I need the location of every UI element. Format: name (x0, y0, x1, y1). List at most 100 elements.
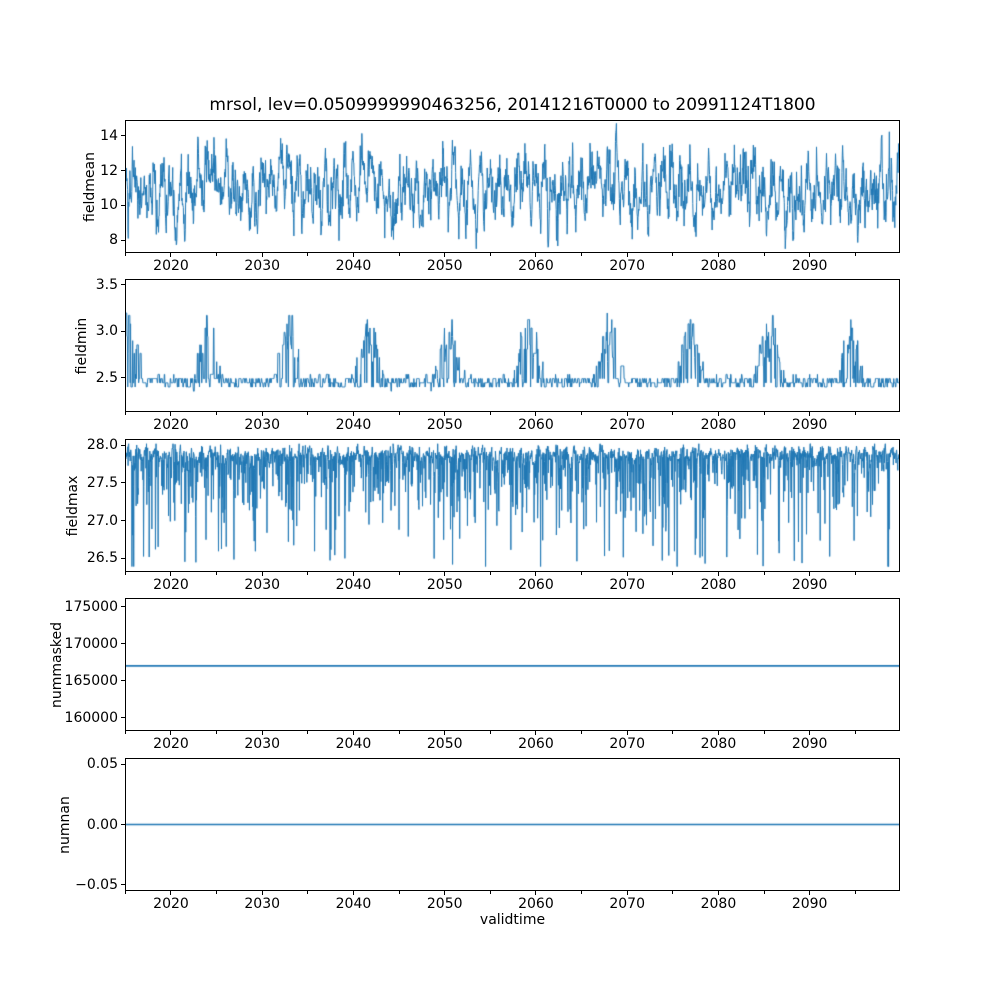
x-tick (626, 412, 628, 416)
y-tick-label: 165000 (64, 672, 118, 689)
x-minor-tick (398, 731, 400, 734)
x-tick-label: 2030 (244, 417, 281, 433)
x-tick-label: 2080 (700, 736, 737, 752)
x-tick-label: 2080 (700, 896, 737, 912)
y-tick (121, 170, 125, 172)
y-tick-label: 8 (109, 232, 118, 249)
plot-area-numnan (126, 759, 899, 890)
x-tick-label: 2020 (153, 896, 189, 912)
x-tick (717, 253, 719, 257)
y-tick (121, 717, 125, 719)
x-tick-label: 2020 (153, 258, 189, 274)
y-tick (121, 330, 125, 332)
y-tick-label: 3.5 (95, 276, 118, 293)
x-tick-label: 2090 (791, 417, 828, 433)
x-tick (444, 572, 446, 576)
x-tick-label: 2090 (791, 258, 828, 274)
x-minor-tick (307, 572, 309, 575)
y-tick (121, 680, 125, 682)
x-tick-label: 2020 (153, 736, 189, 752)
x-minor-tick (581, 253, 583, 256)
y-tick-label: −0.05 (75, 876, 118, 893)
y-tick-label: 27.5 (86, 474, 118, 491)
x-tick (352, 891, 354, 895)
x-tick (444, 731, 446, 735)
x-minor-tick (216, 891, 218, 894)
x-tick-label: 2060 (518, 417, 554, 433)
x-tick (535, 572, 537, 576)
x-tick-label: 2060 (518, 896, 554, 912)
y-tick-label: 175000 (64, 598, 118, 615)
y-tick-label: 0.05 (86, 756, 118, 773)
x-minor-tick (307, 253, 309, 256)
x-tick (809, 731, 811, 735)
x-minor-tick (489, 891, 491, 894)
x-minor-tick (489, 412, 491, 415)
y-tick (121, 606, 125, 608)
x-minor-tick (854, 891, 856, 894)
x-tick-label: 2030 (244, 258, 281, 274)
x-axis-label: validtime (479, 912, 546, 928)
x-tick (261, 731, 263, 735)
x-minor-tick (124, 891, 126, 894)
y-tick-label: 3.0 (95, 323, 118, 340)
x-minor-tick (672, 891, 674, 894)
x-tick-label: 2060 (518, 577, 554, 593)
x-tick-label: 2080 (700, 417, 737, 433)
x-tick-label: 2070 (609, 258, 645, 274)
x-tick (444, 891, 446, 895)
x-minor-tick (307, 731, 309, 734)
y-tick-label: 26.5 (86, 550, 118, 567)
x-minor-tick (763, 572, 765, 575)
y-tick-label: 160000 (64, 709, 118, 726)
x-tick (626, 572, 628, 576)
x-tick (809, 253, 811, 257)
y-tick (121, 284, 125, 286)
x-minor-tick (854, 253, 856, 256)
x-tick (626, 731, 628, 735)
x-tick (261, 891, 263, 895)
x-tick (352, 731, 354, 735)
x-minor-tick (854, 731, 856, 734)
x-tick (717, 731, 719, 735)
x-tick-label: 2040 (335, 896, 372, 912)
x-tick (444, 253, 446, 257)
x-tick (352, 572, 354, 576)
x-minor-tick (216, 412, 218, 415)
x-minor-tick (216, 572, 218, 575)
x-tick (352, 253, 354, 257)
x-tick-label: 2050 (426, 577, 463, 593)
y-tick (121, 557, 125, 559)
x-minor-tick (672, 572, 674, 575)
x-tick-label: 2090 (791, 736, 828, 752)
subplot-fieldmean (125, 120, 900, 253)
x-tick-label: 2030 (244, 736, 281, 752)
x-tick (535, 891, 537, 895)
plot-area-fieldmax (126, 440, 899, 571)
y-tick (121, 763, 125, 765)
x-tick (170, 891, 172, 895)
x-minor-tick (398, 253, 400, 256)
x-minor-tick (672, 412, 674, 415)
x-minor-tick (398, 572, 400, 575)
y-tick (121, 135, 125, 137)
x-tick (170, 572, 172, 576)
x-minor-tick (581, 891, 583, 894)
x-tick-label: 2060 (518, 736, 554, 752)
x-tick (717, 412, 719, 416)
y-tick-label: 2.5 (95, 369, 118, 386)
x-tick (261, 412, 263, 416)
x-tick-label: 2060 (518, 258, 554, 274)
x-tick (170, 253, 172, 257)
x-tick (261, 253, 263, 257)
y-tick-label: 0.00 (86, 816, 118, 833)
x-minor-tick (124, 731, 126, 734)
x-minor-tick (307, 891, 309, 894)
x-tick-label: 2070 (609, 736, 645, 752)
y-tick (121, 884, 125, 886)
x-tick-label: 2050 (426, 417, 463, 433)
x-tick-label: 2040 (335, 577, 372, 593)
x-tick-label: 2070 (609, 896, 645, 912)
x-minor-tick (124, 412, 126, 415)
